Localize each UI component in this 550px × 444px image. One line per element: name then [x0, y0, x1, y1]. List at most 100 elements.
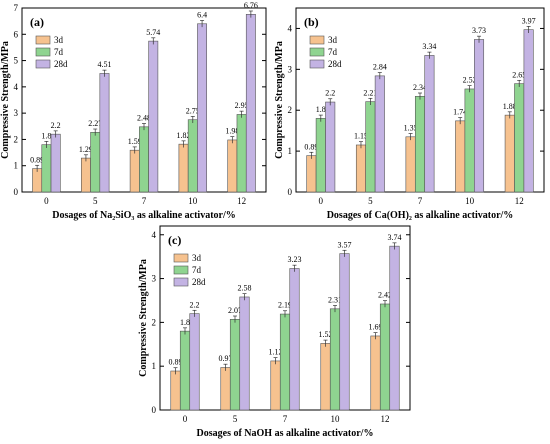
y-tick-label: 1 [14, 161, 19, 171]
bar-3d-12 [504, 114, 515, 193]
y-tick-label: 4 [14, 82, 19, 92]
data-label: 2.19 [278, 301, 292, 310]
x-axis-label: Dosages of NaOH as alkaline activator/% [197, 428, 374, 439]
bar-28d-5 [239, 296, 250, 411]
x-tick-label: 0 [319, 196, 324, 206]
data-label: 4.51 [97, 60, 111, 69]
chart-panel-1: 0123456700.891.82.251.292.274.5171.592.4… [0, 1, 267, 221]
x-tick-label: 0 [183, 414, 188, 424]
data-label: 1.69 [369, 323, 383, 332]
legend-entry-3d: 3d [54, 35, 64, 45]
bar-7d-10 [187, 119, 198, 193]
panel-label: (b) [304, 15, 319, 29]
bar-7d-12 [236, 114, 247, 193]
data-label: 2.65 [512, 70, 526, 79]
data-label: 2.34 [413, 83, 427, 92]
bar-28d-0 [50, 133, 61, 193]
bar-28d-10 [474, 39, 485, 193]
legend-entry-7d: 7d [192, 265, 202, 275]
data-label: 6.4 [197, 10, 207, 19]
bar-3d-10 [455, 120, 466, 193]
bar-3d-12 [227, 139, 238, 193]
legend-entry-28d: 28d [192, 277, 206, 287]
bar-3d-7 [129, 149, 140, 193]
chart-panel-3: 0123400.891.82.250.972.072.5871.122.193.… [138, 225, 411, 439]
bar-7d-0 [179, 330, 191, 411]
bar-28d-0 [189, 313, 200, 411]
x-tick-label: 7 [283, 414, 288, 424]
panel-label: (c) [168, 233, 181, 247]
y-tick-label: 4 [152, 230, 157, 240]
data-label: 3.97 [522, 16, 536, 25]
bar-28d-12 [389, 245, 400, 411]
data-label: 2.52 [463, 76, 477, 85]
legend-swatch-3d [309, 35, 325, 45]
data-label: 1.8 [41, 131, 51, 140]
bar-3d-0 [170, 370, 181, 411]
legend-entry-28d: 28d [328, 59, 342, 69]
data-label: 1.12 [269, 348, 283, 357]
x-tick-label: 5 [368, 196, 373, 206]
x-tick-label: 5 [233, 414, 238, 424]
data-label: 0.89 [30, 155, 44, 164]
bar-28d-12 [245, 14, 256, 193]
y-tick-label: 0 [14, 187, 19, 197]
bar-3d-0 [306, 155, 317, 193]
bar-7d-5 [365, 101, 376, 193]
bar-7d-7 [414, 96, 426, 193]
bar-28d-10 [197, 23, 208, 193]
data-label: 3.57 [338, 240, 352, 249]
data-label: 1.88 [503, 102, 517, 111]
bar-28d-7 [148, 40, 159, 193]
data-label: 1.29 [79, 145, 93, 154]
bar-7d-0 [41, 144, 52, 193]
bar-3d-10 [178, 143, 189, 193]
data-label: 2.2 [325, 89, 335, 98]
data-label: 1.74 [453, 108, 467, 117]
y-tick-label: 3 [288, 64, 293, 74]
data-label: 3.74 [388, 233, 402, 242]
x-tick-label: 10 [465, 196, 475, 206]
legend-entry-7d: 7d [54, 47, 64, 57]
bar-28d-5 [374, 75, 385, 193]
bar-28d-7 [424, 55, 435, 193]
bar-3d-5 [220, 367, 231, 411]
y-tick-label: 2 [152, 317, 157, 327]
x-axis-label: Dosages of Na₂SiO₃ as alkaline activator… [52, 210, 236, 221]
data-label: 2.42 [378, 291, 392, 300]
bar-7d-10 [329, 308, 341, 411]
data-label: 1.15 [354, 132, 368, 141]
data-label: 2.95 [235, 101, 249, 110]
data-label: 3.23 [288, 255, 302, 264]
y-tick-label: 2 [14, 134, 19, 144]
x-tick-label: 7 [142, 196, 147, 206]
bar-7d-5 [90, 132, 101, 193]
bar-28d-0 [325, 101, 336, 193]
y-tick-label: 1 [288, 146, 293, 156]
bar-7d-10 [464, 88, 475, 193]
data-label: 1.8 [316, 105, 326, 114]
y-tick-label: 4 [288, 23, 293, 33]
bar-3d-0 [32, 168, 43, 193]
y-axis-label: Compressive Strength/MPa [274, 41, 285, 159]
data-label: 2.31 [328, 295, 342, 304]
y-tick-label: 1 [152, 361, 157, 371]
data-label: 2.84 [373, 63, 387, 72]
x-tick-label: 10 [331, 414, 341, 424]
y-tick-label: 0 [288, 187, 293, 197]
bar-3d-7 [270, 360, 281, 411]
legend-entry-7d: 7d [328, 47, 338, 57]
y-tick-label: 0 [152, 405, 157, 415]
data-label: 1.82 [177, 131, 191, 140]
chart-panel-2: 0123400.891.82.251.152.212.8471.352.343.… [274, 7, 545, 221]
legend-swatch-28d [35, 59, 51, 69]
legend-swatch-7d [173, 265, 189, 275]
bar-3d-10 [320, 343, 331, 411]
legend-entry-3d: 3d [192, 253, 202, 263]
bar-28d-10 [339, 253, 350, 411]
data-label: 2.58 [238, 284, 252, 293]
y-axis-label: Compressive Strength/MPa [138, 259, 149, 377]
data-label: 2.2 [190, 300, 200, 309]
bar-28d-7 [289, 268, 300, 411]
